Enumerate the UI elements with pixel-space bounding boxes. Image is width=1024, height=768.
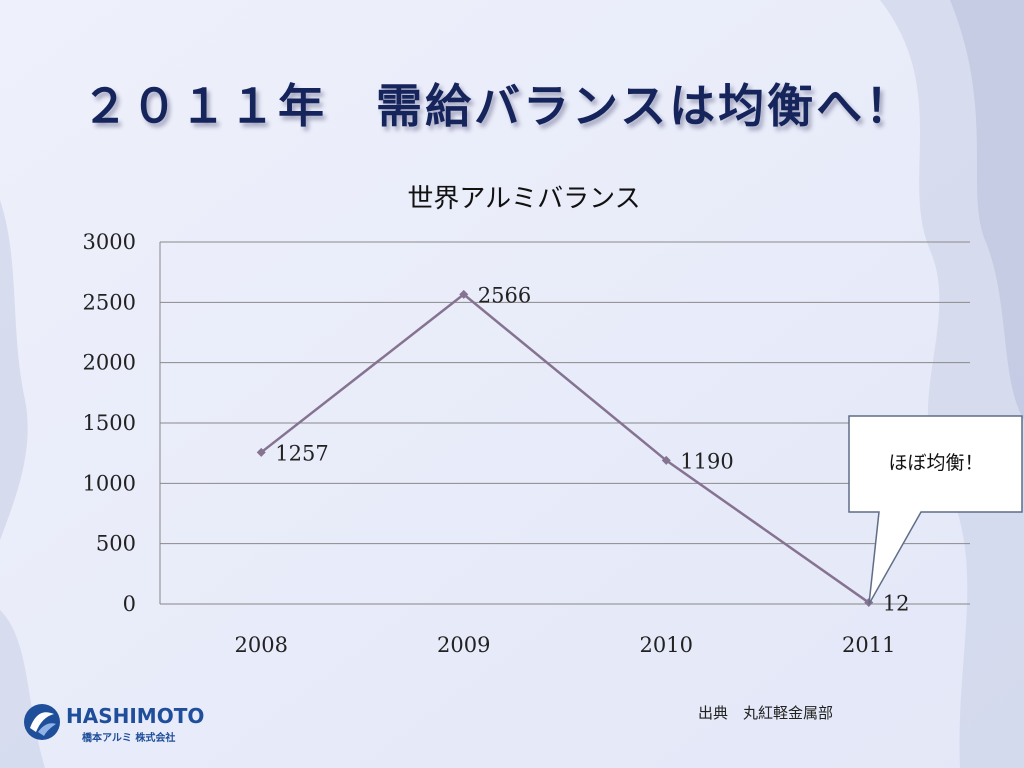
- source-citation: 出典 丸紅軽金属部: [698, 704, 834, 722]
- slide-title: ２０１１年 需給バランスは均衡へ！: [82, 79, 915, 133]
- logo-subtitle: 橋本アルミ 株式会社: [82, 733, 176, 744]
- data-labels: 1257 2566 1190 12: [275, 283, 909, 615]
- x-tick-label: 2009: [437, 633, 490, 657]
- series-line: [260, 292, 870, 604]
- data-label: 1257: [275, 441, 328, 465]
- logo-mark-icon: [24, 704, 60, 740]
- grid-lines: [159, 241, 970, 605]
- y-tick-label: 1500: [83, 411, 136, 435]
- y-tick-label: 2500: [83, 290, 136, 314]
- y-tick-label: 1000: [83, 471, 136, 495]
- data-label: 1190: [680, 449, 733, 473]
- data-point: [256, 447, 266, 457]
- data-label: 2566: [478, 283, 531, 307]
- x-axis-ticks: 2008 2009 2010 2011: [235, 633, 896, 657]
- x-tick-label: 2011: [842, 633, 895, 657]
- series: [256, 289, 874, 608]
- y-tick-label: 3000: [83, 230, 136, 254]
- y-tick-label: 0: [123, 592, 136, 616]
- logo-name: HASHIMOTO: [66, 704, 205, 728]
- data-point: [459, 289, 469, 299]
- callout-text: ほぼ均衡！: [888, 452, 984, 474]
- chart-title: 世界アルミバランス: [407, 184, 640, 214]
- callout-bubble: [848, 415, 1023, 605]
- y-axis-ticks: 0 500 1000 1500 2000 2500 3000: [83, 230, 136, 616]
- y-tick-label: 500: [96, 532, 136, 556]
- x-tick-label: 2008: [235, 633, 288, 657]
- x-tick-label: 2010: [640, 633, 693, 657]
- data-point: [661, 455, 671, 465]
- data-label: 12: [883, 592, 910, 616]
- y-tick-label: 2000: [83, 351, 136, 375]
- company-logo: HASHIMOTO 橋本アルミ 株式会社: [22, 702, 212, 750]
